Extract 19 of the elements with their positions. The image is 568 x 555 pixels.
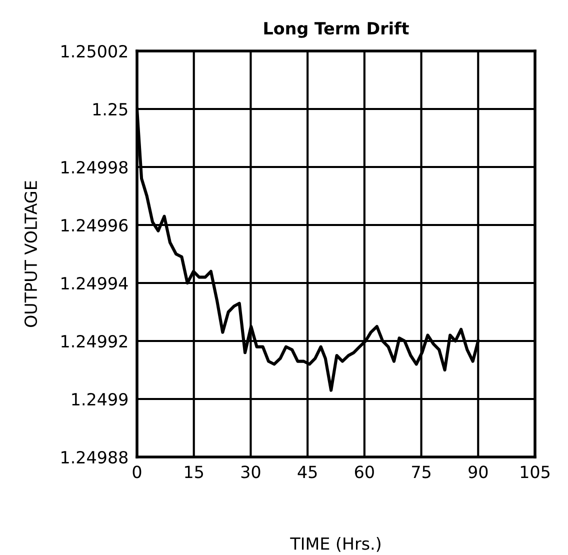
y-tick-label: 1.24996 (62, 218, 128, 232)
x-tick-label: 45 (298, 466, 317, 478)
x-tick-label: 90 (468, 466, 488, 478)
y-axis-title: OUTPUT VOLTAGE (24, 181, 38, 328)
x-tick-label: 60 (354, 466, 374, 478)
y-tick-label: 1.24998 (62, 160, 128, 174)
y-tick-label: 1.2499 (72, 392, 128, 406)
chart-title: Long Term Drift (264, 22, 409, 38)
x-tick-label: 30 (241, 466, 260, 478)
x-tick-label: 15 (185, 466, 204, 478)
y-tick-label: 1.24988 (62, 450, 128, 464)
y-tick-label: 1.24992 (62, 334, 127, 348)
x-tick-label: 0 (132, 466, 142, 478)
y-tick-label: 1.24994 (62, 276, 128, 290)
y-tick-label: 1.25 (93, 102, 128, 116)
x-axis-title: TIME (Hrs.) (290, 537, 380, 552)
x-tick-label: 105 (520, 466, 550, 478)
y-tick-label: 1.25002 (62, 44, 127, 58)
x-tick-label: 75 (412, 466, 430, 478)
